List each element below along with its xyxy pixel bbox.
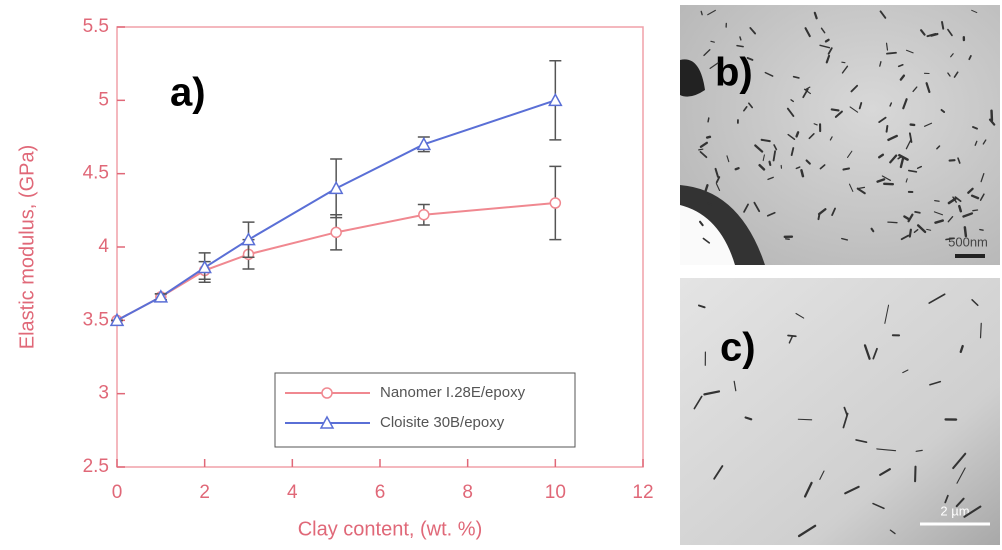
x-tick-label: 0 [112, 482, 123, 503]
speck [826, 40, 829, 41]
speck [965, 227, 966, 236]
x-tick-label: 6 [375, 482, 386, 503]
speck [843, 168, 848, 169]
speck [931, 34, 937, 36]
speck [708, 118, 709, 122]
legend-label: Nanomer I.28E/epoxy [380, 384, 526, 401]
y-tick-label: 2.5 [83, 456, 109, 477]
speck [915, 212, 920, 213]
marker [550, 198, 560, 208]
speck [770, 162, 771, 165]
speck [935, 201, 939, 202]
speck [872, 229, 874, 231]
speck [887, 126, 888, 132]
speck [942, 22, 943, 29]
speck [801, 170, 802, 176]
speck [980, 230, 983, 231]
panel-label: a) [170, 71, 206, 115]
x-axis-label: Clay content, (wt. %) [298, 518, 483, 540]
micrograph: c) 2 µm [680, 278, 1000, 545]
marker [331, 227, 341, 237]
legend: Nanomer I.28E/epoxy Cloisite 30B/epoxy [275, 373, 575, 447]
y-tick-label: 4.5 [83, 163, 109, 184]
scale-bar-label: 500nm [948, 234, 988, 249]
speck [832, 109, 839, 110]
x-tick-label: 2 [199, 482, 210, 503]
speck [762, 140, 770, 141]
speck [973, 210, 978, 211]
speck [842, 62, 845, 63]
speck [701, 11, 702, 14]
marker [322, 388, 332, 398]
x-tick-label: 4 [287, 482, 298, 503]
panel-label: b) [715, 51, 753, 95]
y-tick-label: 4 [98, 236, 109, 257]
y-tick-label: 5.5 [83, 16, 109, 37]
panel-label: c) [720, 326, 756, 370]
chart: a) Clay content, (wt. %) Elastic modulus… [16, 16, 653, 540]
y-axis-label: Elastic modulus, (GPa) [16, 145, 38, 350]
speck [797, 132, 799, 136]
speck [798, 419, 811, 420]
y-tick-label: 5 [98, 89, 109, 110]
speck [981, 323, 982, 337]
x-tick-label: 8 [462, 482, 473, 503]
marker [330, 182, 342, 193]
micrograph: b) 500nm [680, 5, 1000, 265]
y-tick-label: 3.5 [83, 309, 109, 330]
speck [737, 46, 743, 47]
speck [736, 168, 739, 169]
speck [888, 222, 897, 223]
legend-label: Cloisite 30B/epoxy [380, 414, 505, 431]
speck [887, 53, 896, 54]
speck [910, 230, 911, 237]
x-tick-label: 10 [545, 482, 566, 503]
speck [707, 137, 710, 138]
speck [946, 238, 954, 239]
speck [740, 37, 741, 40]
speck [699, 149, 703, 150]
y-tick-label: 3 [98, 383, 109, 404]
figure: a) Clay content, (wt. %) Elastic modulus… [0, 0, 1002, 550]
marker [549, 94, 561, 105]
x-tick-label: 12 [632, 482, 653, 503]
speck [959, 206, 961, 211]
marker [419, 210, 429, 220]
